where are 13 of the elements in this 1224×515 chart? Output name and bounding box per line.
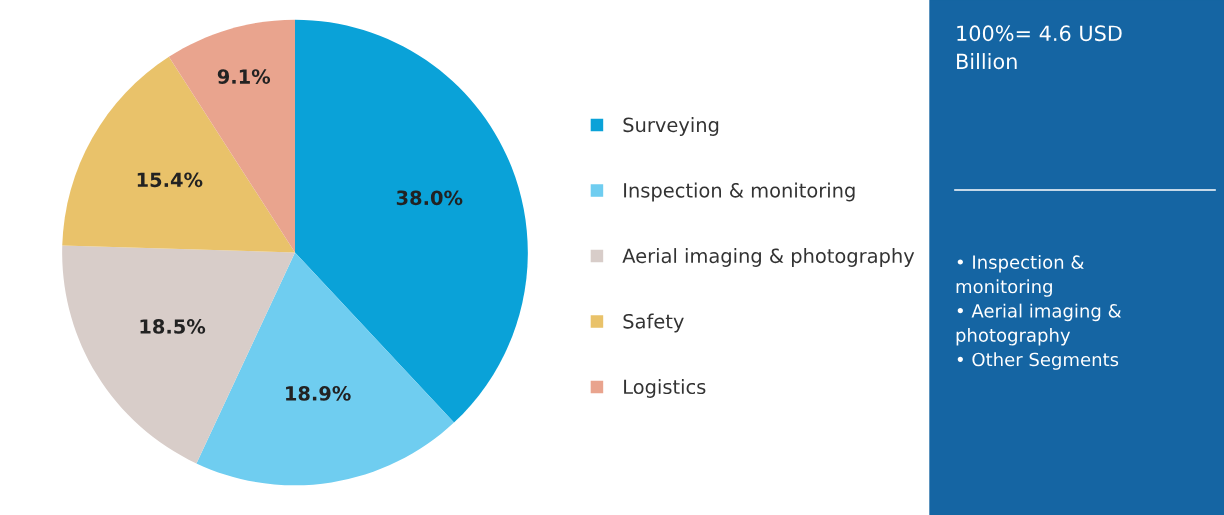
data-label: 9.1% bbox=[217, 69, 271, 84]
legend-label: Surveying bbox=[623, 117, 719, 136]
data-label: 18.9% bbox=[286, 386, 351, 401]
data-label: 15.4% bbox=[137, 172, 203, 188]
legend-label: Aerial imaging & photography bbox=[622, 248, 915, 267]
text: 100%= 4.6 USD Billion bbox=[957, 25, 1122, 70]
text: • Inspection & monitoring • Aerial imaging & photography • Other Segments bbox=[956, 255, 1122, 370]
legend-label: Safety bbox=[623, 313, 684, 333]
data-label: 18.5% bbox=[140, 319, 206, 334]
legend-label: Logistics bbox=[624, 379, 706, 398]
data-label: 38.0% bbox=[396, 190, 463, 206]
pie-slice bbox=[62, 56, 295, 253]
legend-label: Inspection & monitoring bbox=[624, 182, 855, 202]
